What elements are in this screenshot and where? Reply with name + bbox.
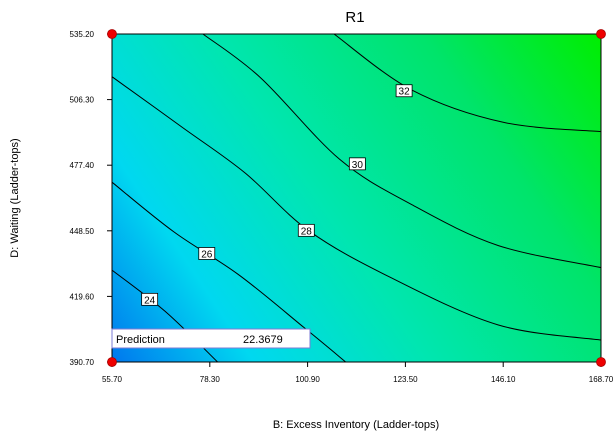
contour-label-text: 30 (352, 160, 364, 171)
design-points (107, 29, 606, 367)
plot-border (111, 33, 602, 363)
contour-label-text: 24 (144, 295, 156, 306)
contour-line-30 (202, 34, 601, 269)
x-tick-label: 146.10 (491, 375, 516, 384)
x-axis-ticks: 55.70 78.30 100.90 123.50 146.10 168.70 (102, 362, 614, 384)
contour-label-24: 24 (141, 292, 159, 306)
contour-labels: 24 26 28 30 32 (141, 84, 413, 306)
design-point (107, 29, 117, 39)
x-tick-label: 78.30 (200, 375, 221, 384)
contour-label-28: 28 (297, 223, 315, 237)
x-tick-label: 55.70 (102, 375, 123, 384)
y-tick-label: 477.40 (70, 161, 95, 170)
prediction-label: Prediction (116, 334, 165, 346)
contour-line-32 (333, 34, 601, 133)
contour-label-30: 30 (348, 157, 366, 171)
y-tick-label: 535.20 (70, 30, 95, 39)
design-point (596, 357, 606, 367)
chart-title: R1 (345, 9, 364, 26)
contour-label-26: 26 (198, 247, 216, 260)
contour-label-text: 32 (399, 87, 411, 98)
design-point (107, 357, 117, 367)
y-tick-label: 419.60 (70, 292, 95, 301)
y-tick-label: 448.50 (70, 227, 95, 236)
x-tick-label: 100.90 (295, 375, 320, 384)
prediction-value: 22.3679 (243, 334, 283, 346)
contour-label-32: 32 (395, 84, 413, 98)
contour-line-26 (112, 181, 347, 362)
y-tick-label: 506.30 (70, 96, 95, 105)
contour-label-text: 28 (301, 226, 313, 237)
prediction-box: Prediction 22.3679 (111, 328, 311, 349)
y-tick-label: 390.70 (70, 358, 95, 367)
contour-label-text: 26 (201, 249, 213, 260)
x-tick-label: 168.70 (589, 375, 614, 384)
design-point (596, 29, 606, 39)
plot-area (112, 34, 601, 362)
y-axis-ticks: 390.70 419.60 448.50 477.40 506.30 535.20 (70, 30, 112, 367)
x-axis-title: B: Excess Inventory (Ladder-tops) (273, 419, 439, 431)
x-tick-label: 123.50 (393, 375, 418, 384)
contour-line-24 (112, 269, 218, 362)
y-axis-title: D: Waiting (Ladder-tops) (9, 138, 21, 257)
